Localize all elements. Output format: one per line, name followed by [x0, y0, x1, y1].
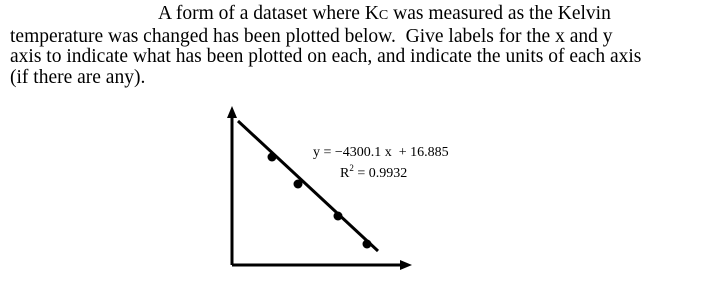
point — [333, 211, 343, 221]
point — [362, 239, 372, 249]
text-line: A form of a dataset where KC was measure… — [10, 3, 641, 27]
text: R — [340, 166, 350, 181]
text: axis to indicate what has been plotted o… — [10, 46, 642, 67]
trend-line — [236, 119, 380, 253]
point — [293, 179, 303, 189]
subscript: C — [378, 8, 389, 23]
equation: y = −4300.1 x + 16.885 — [313, 145, 449, 160]
text-line: axis to indicate what has been plotted o… — [10, 46, 642, 68]
arrow — [400, 260, 412, 270]
question-text: A form of a dataset where KC was measure… — [10, 3, 642, 89]
text-line: temperature was changed has been plotted… — [10, 25, 641, 48]
r-squared: R2 = 0.9932 — [340, 163, 407, 181]
arrow — [227, 106, 237, 118]
text: temperature was changed has been plotted… — [10, 25, 613, 47]
superscript: 2 — [349, 163, 354, 173]
text: was measured as the Kelvin — [388, 3, 611, 24]
text: A form of a dataset where K — [158, 3, 379, 24]
text: = 0.9932 — [354, 166, 407, 181]
point — [267, 152, 277, 162]
text: (if there are any). — [10, 66, 146, 88]
text-line: (if there are any). — [10, 66, 641, 89]
